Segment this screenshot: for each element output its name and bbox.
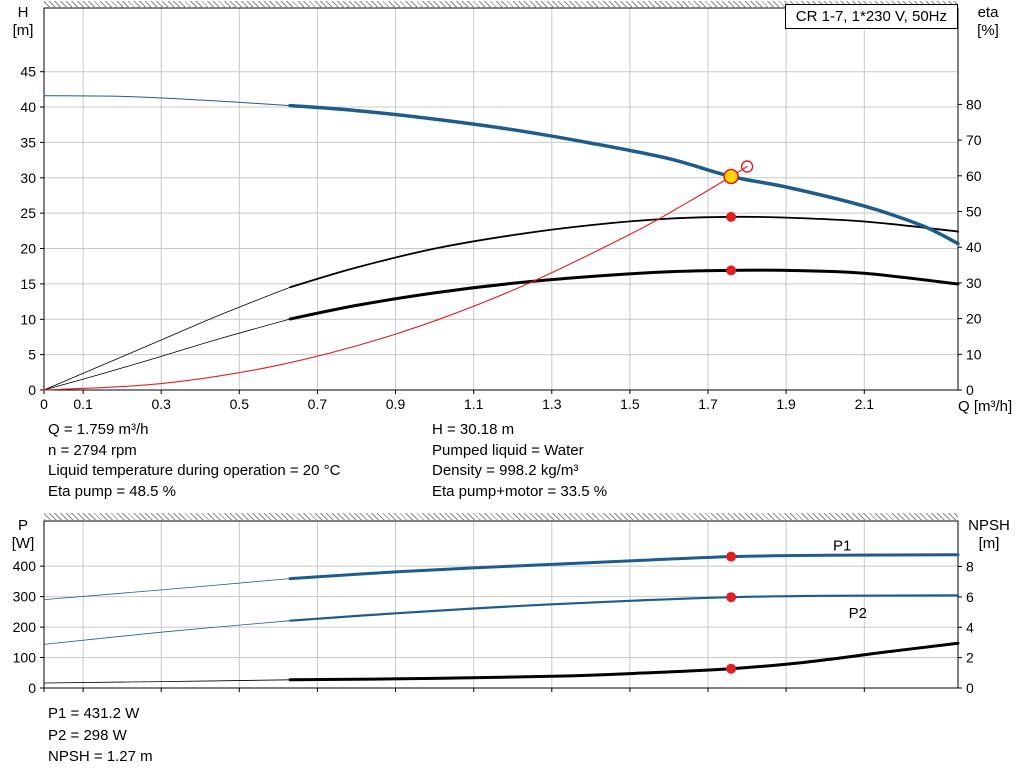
operating-data-left: Q = 1.759 m³/h n = 2794 rpm Liquid tempe… — [48, 420, 340, 502]
bottom-chart-boundary-hatch — [44, 513, 958, 520]
y-right-tick-label: 40 — [966, 239, 982, 255]
eta-pump-operating-point — [726, 211, 737, 222]
qh-curve — [288, 103, 960, 246]
npsh-axis-title-unit: [m] — [978, 535, 1000, 552]
operating-data-right: H = 30.18 m Pumped liquid = Water Densit… — [432, 420, 607, 502]
npsh-axis-title: NPSH [m] — [956, 517, 1022, 553]
y-right-tick-label: 2 — [966, 650, 974, 666]
x-tick-label: 0.5 — [230, 396, 250, 412]
p1-operating-point — [726, 551, 737, 562]
y-left-tick-label: 40 — [20, 99, 36, 115]
x-tick-label: 0.3 — [151, 396, 171, 412]
y-right-tick-label: 10 — [966, 346, 982, 362]
info-eta-pump-motor: Eta pump+motor = 33.5 % — [432, 482, 608, 500]
duty-point[interactable] — [723, 168, 739, 185]
y-right-tick-label: 70 — [966, 132, 982, 148]
qh-curve-thin — [43, 95, 291, 107]
q-axis-title: Q [m³/h] — [958, 398, 1013, 415]
x-tick-label: 0.7 — [308, 396, 328, 412]
npsh-curve-thin — [43, 679, 291, 684]
requested-duty-point — [740, 160, 754, 173]
npsh-axis-title-symbol: NPSH — [968, 517, 1010, 534]
x-tick-label: 0 — [40, 396, 48, 412]
y-left-tick-label: 15 — [20, 276, 36, 292]
y-left-tick-label: 35 — [20, 134, 36, 150]
info-liquid-temperature: Liquid temperature during operation = 20… — [48, 462, 341, 479]
y-right-tick-label: 4 — [966, 619, 974, 635]
p2-curve-thin — [43, 620, 291, 645]
info-eta-pump: Eta pump = 48.5 % — [48, 482, 176, 500]
npsh-curve — [288, 641, 960, 682]
x-tick-label: 1.5 — [620, 396, 640, 412]
y-right-tick-label: 20 — [966, 311, 982, 327]
y-left-tick-label: 400 — [13, 558, 37, 574]
eta-pump-motor-curve-thin — [43, 318, 291, 391]
eta-axis-title-symbol: eta — [977, 4, 999, 21]
eta-pump-motor-curve — [288, 268, 960, 321]
p1-curve — [288, 553, 960, 581]
eta-pump-motor-operating-point — [726, 265, 737, 276]
y-right-tick-label: 50 — [966, 204, 982, 220]
x-tick-label: 1.1 — [464, 396, 484, 412]
y-left-tick-label: 100 — [13, 650, 37, 666]
y-right-tick-label: 30 — [966, 275, 982, 291]
h-axis-title: H [m] — [3, 4, 43, 40]
info-pumped-liquid: Pumped liquid = Water — [432, 441, 584, 459]
info-head: H = 30.18 m — [432, 421, 515, 438]
power-npsh-results: P1 = 431.2 W P2 = 298 W NPSH = 1.27 m — [48, 703, 153, 768]
y-left-tick-label: 200 — [13, 619, 37, 635]
curve-label-p1: P1 — [833, 537, 851, 554]
y-right-tick-label: 60 — [966, 168, 982, 184]
y-left-tick-label: 45 — [20, 64, 36, 80]
x-tick-label: 2.1 — [855, 396, 875, 412]
x-tick-label: 1.7 — [698, 396, 718, 412]
p2-operating-point — [726, 592, 737, 603]
y-right-tick-label: 8 — [966, 559, 974, 575]
y-left-tick-label: 30 — [20, 170, 36, 186]
y-left-tick-label: 20 — [20, 241, 36, 257]
eta-pump-curve — [289, 215, 959, 289]
result-p1: P1 = 431.2 W — [48, 705, 140, 722]
y-right-tick-label: 0 — [966, 382, 974, 398]
x-tick-label: 0.1 — [73, 396, 93, 412]
y-right-tick-label: 80 — [966, 96, 982, 112]
result-npsh: NPSH = 1.27 m — [48, 748, 153, 765]
curve-label-p2: P2 — [849, 605, 867, 622]
eta-axis-title-unit: [%] — [977, 22, 999, 39]
plot-frame — [43, 520, 959, 689]
info-speed: n = 2794 rpm — [48, 441, 137, 459]
y-right-tick-label: 0 — [966, 680, 974, 696]
y-left-tick-label: 25 — [20, 205, 36, 221]
eta-pump-curve-thin — [43, 286, 291, 391]
h-axis-title-symbol: H — [17, 4, 29, 21]
y-left-tick-label: 5 — [28, 347, 36, 363]
y-left-tick-label: 300 — [13, 589, 37, 605]
pump-model-label: CR 1-7, 1*230 V, 50Hz — [784, 4, 958, 29]
p-axis-title-unit: [W] — [11, 535, 35, 552]
h-axis-title-unit: [m] — [12, 22, 34, 39]
p-axis-title-symbol: P — [17, 517, 28, 534]
y-left-tick-label: 0 — [28, 680, 36, 696]
plot-frame — [43, 7, 959, 391]
p1-curve-thin — [43, 578, 291, 600]
system-curve — [43, 165, 748, 391]
result-p2: P2 = 298 W — [48, 726, 127, 744]
y-left-tick-label: 0 — [28, 382, 36, 398]
p2-curve — [289, 594, 960, 622]
y-right-tick-label: 6 — [966, 589, 974, 605]
x-tick-label: 1.3 — [542, 396, 562, 412]
y-left-tick-label: 10 — [20, 311, 36, 327]
x-tick-label: 1.9 — [776, 396, 796, 412]
p-axis-title: P [W] — [3, 517, 43, 553]
info-flow: Q = 1.759 m³/h — [48, 421, 149, 438]
x-tick-label: 0.9 — [386, 396, 406, 412]
top-chart-boundary-hatch — [44, 1, 958, 8]
info-density: Density = 998.2 kg/m³ — [432, 462, 579, 479]
eta-axis-title: eta [%] — [962, 4, 1014, 40]
npsh-operating-point — [726, 663, 737, 674]
